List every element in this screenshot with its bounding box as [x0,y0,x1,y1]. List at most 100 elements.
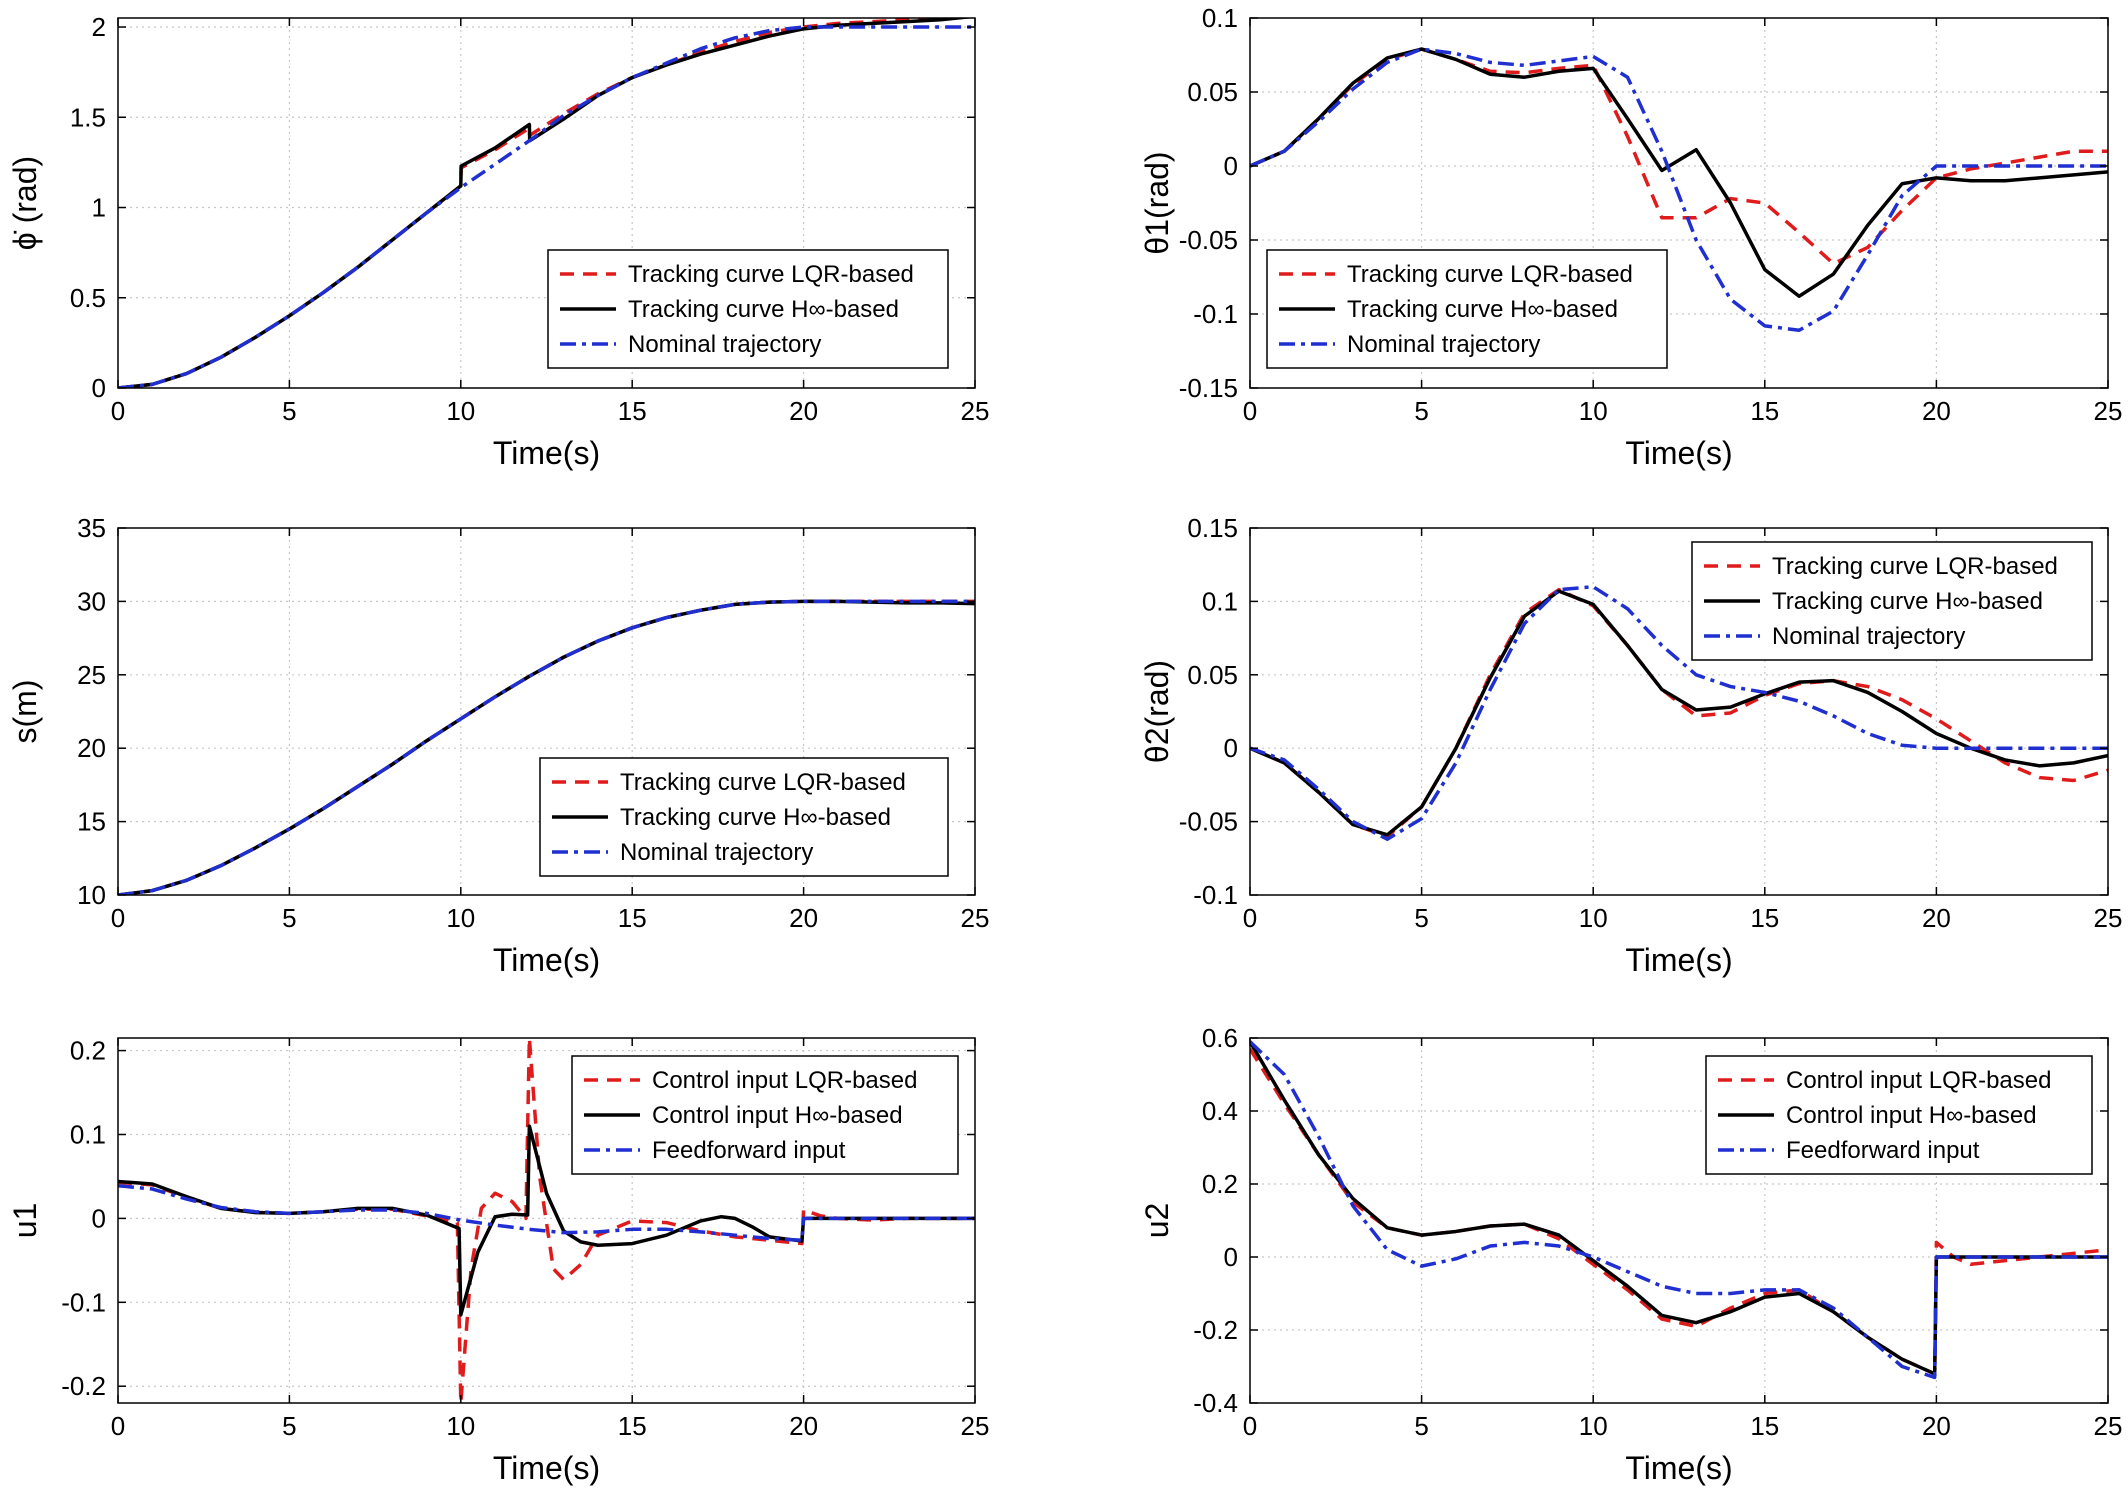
legend-label: Nominal trajectory [1772,623,1965,650]
legend-label: Control input LQR-based [1786,1067,2051,1094]
y-tick-label: 0.6 [1202,1023,1238,1053]
legend: Tracking curve LQR-based Tracking curve H… [539,757,949,877]
series-line-nominal [1250,1040,2108,1380]
axes-frame [1249,527,2109,896]
x-tick-label: 20 [789,396,818,426]
x-tick-label: 0 [1243,396,1257,426]
y-tick-label: 0.4 [1202,1096,1238,1126]
x-tick-label: 5 [282,903,296,933]
y-tick-label: -0.05 [1179,807,1238,837]
x-tick-label: 25 [2094,1411,2123,1441]
x-tick-label: 25 [2094,903,2123,933]
x-tick-label: 0 [111,1411,125,1441]
legend: Control input LQR-based Control input H∞-… [1705,1055,2093,1175]
legend-label: Tracking curve LQR-based [628,261,914,288]
legend-label: Control input LQR-based [652,1067,917,1094]
x-tick-label: 15 [1750,1411,1779,1441]
y-tick-label: 25 [77,660,106,690]
legend-label: Tracking curve H∞-based [628,296,899,323]
x-tick-label: 0 [1243,903,1257,933]
x-tick-label: 15 [618,903,647,933]
x-axis-label: Time(s) [1625,942,1732,978]
chart-s: 0 5 10 15 20 25 10 15 20 25 30 35 Time(s) s(m) Trackin… [7,513,989,978]
legend-label: Feedforward input [1786,1137,1980,1164]
y-tick-label: 0.05 [1187,660,1238,690]
y-tick-label: 0.1 [1202,586,1238,616]
series-line-nominal [1250,584,2108,841]
x-tick-label: 10 [1579,396,1608,426]
x-tick-label: 10 [1579,903,1608,933]
chart-theta2: 0 5 10 15 20 25 -0.1 -0.05 0 0.05 0.1 0.15 Time(s) θ2… [1139,513,2122,978]
x-tick-label: 20 [789,903,818,933]
x-axis-label: Time(s) [1625,1450,1732,1486]
x-axis-label: Time(s) [493,942,600,978]
y-tick-label: -0.4 [1193,1388,1238,1418]
legend-label: Nominal trajectory [620,839,813,866]
y-axis-label: u2 [1139,1203,1175,1239]
y-tick-label: -0.1 [1193,299,1238,329]
y-tick-label: 0.1 [70,1119,106,1149]
legend-label: Nominal trajectory [628,331,821,358]
legend-label: Tracking curve LQR-based [620,769,906,796]
y-tick-label: 2 [92,12,106,42]
y-axis-label: u1 [7,1203,43,1239]
x-tick-label: 15 [618,1411,647,1441]
x-tick-label: 5 [282,396,296,426]
y-tick-label: 0.15 [1187,513,1238,543]
chart-u2: 0 5 10 15 20 25 -0.4 -0.2 0 0.2 0.4 0.6 Time(s) u2 Con… [1139,1023,2122,1486]
y-tick-label: 1 [92,193,106,223]
y-tick-label: 35 [77,513,106,543]
x-tick-label: 15 [1750,903,1779,933]
x-tick-label: 10 [446,396,475,426]
y-tick-label: 0 [1224,1242,1238,1272]
y-tick-label: 0.05 [1187,77,1238,107]
legend-label: Tracking curve H∞-based [1347,296,1618,323]
y-tick-label: -0.1 [61,1287,106,1317]
x-tick-label: 10 [1579,1411,1608,1441]
series-line-nominal [118,25,975,388]
x-tick-label: 25 [961,903,990,933]
legend-label: Control input H∞-based [652,1102,903,1129]
x-tick-label: 20 [1922,396,1951,426]
x-tick-label: 10 [446,903,475,933]
x-tick-label: 15 [618,396,647,426]
y-tick-label: 0 [92,1203,106,1233]
series-line-nominal [118,599,975,895]
y-tick-label: 0.1 [1202,3,1238,33]
x-tick-label: 5 [1414,1411,1428,1441]
x-tick-label: 15 [1750,396,1779,426]
series-line-hinf [1250,47,2108,298]
y-tick-label: -0.15 [1179,373,1238,403]
legend-label: Control input H∞-based [1786,1102,2037,1129]
x-axis-label: Time(s) [1625,435,1732,471]
y-tick-label: 0.5 [70,283,106,313]
x-tick-label: 25 [961,1411,990,1441]
x-tick-label: 20 [1922,1411,1951,1441]
chart-u1: 0 5 10 15 20 25 -0.2 -0.1 0 0.1 0.2 Time(s) u1 Contro… [7,1036,989,1486]
x-tick-label: 10 [446,1411,475,1441]
series-line-hinf [1250,589,2108,837]
y-tick-label: -0.1 [1193,880,1238,910]
axes-frame [117,1037,976,1404]
axes-frame [1249,17,2109,389]
y-axis-label: θ2(rad) [1139,660,1175,763]
x-tick-label: 5 [1414,903,1428,933]
axes-frame [117,17,976,389]
y-tick-label: 0 [92,373,106,403]
axes-frame [117,527,976,896]
x-tick-label: 20 [789,1411,818,1441]
chart-theta1: 0 5 10 15 20 25 -0.15 -0.1 -0.05 0 0.05 0.1 Time(s) θ… [1139,3,2122,471]
y-tick-label: 10 [77,880,106,910]
x-axis-label: Time(s) [493,435,600,471]
y-axis-label: s(m) [7,680,43,744]
x-tick-label: 20 [1922,903,1951,933]
legend: Control input LQR-based Control input H∞-… [571,1055,959,1175]
y-tick-label: 0 [1224,733,1238,763]
legend: Tracking curve LQR-based Tracking curve H… [547,249,949,369]
legend: Tracking curve LQR-based Tracking curve H… [1266,249,1668,369]
y-axis-label: ϕ̇ (rad) [7,156,43,250]
x-axis-label: Time(s) [493,1450,600,1486]
y-tick-label: 0.2 [1202,1169,1238,1199]
legend-label: Tracking curve H∞-based [620,804,891,831]
